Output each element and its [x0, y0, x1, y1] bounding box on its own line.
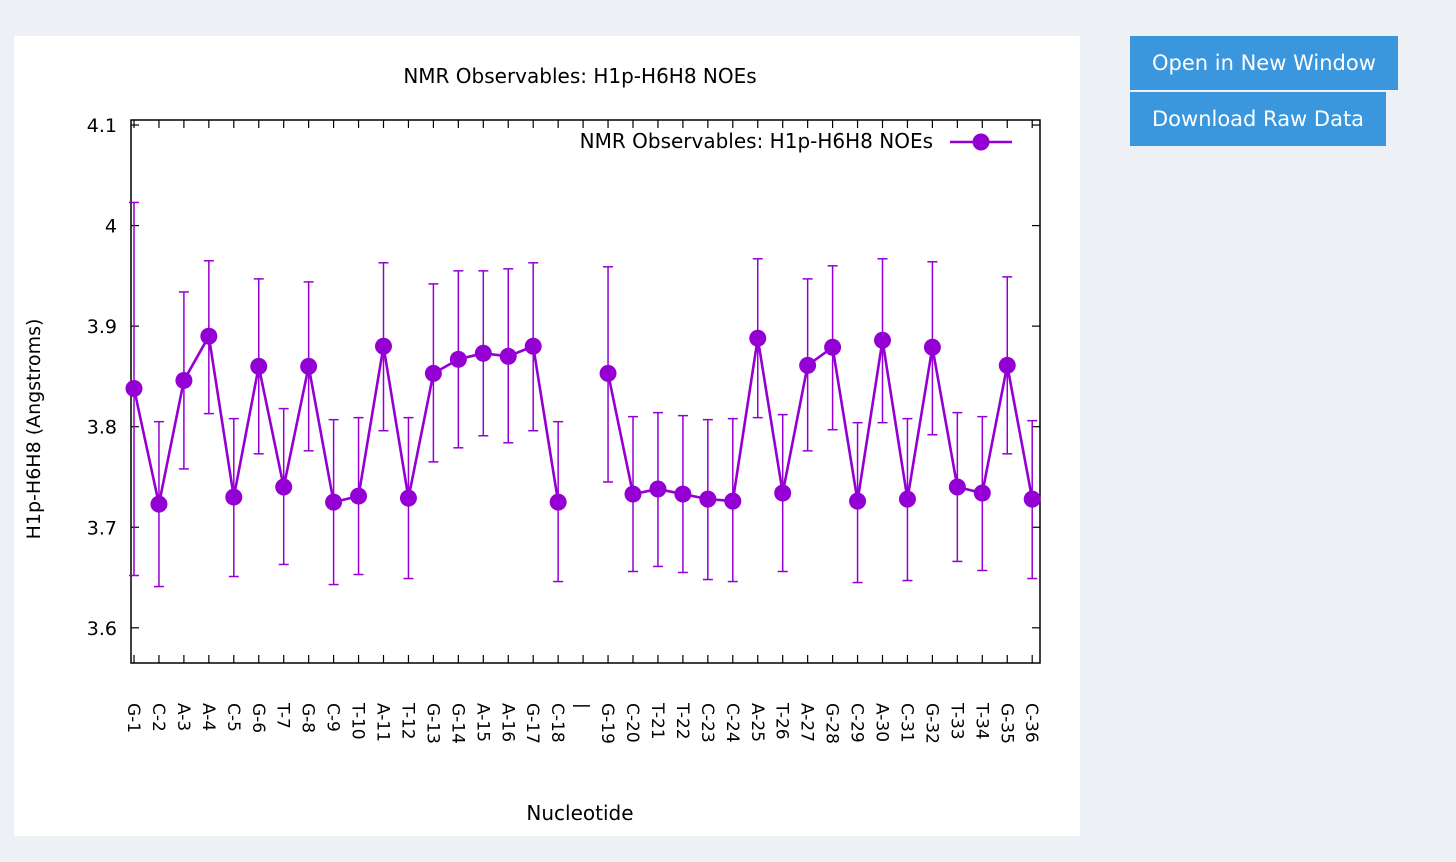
data-point — [474, 344, 492, 362]
x-tick-label: G-6 — [248, 703, 268, 733]
data-point — [699, 490, 717, 508]
x-tick-label: T-21 — [647, 702, 667, 740]
legend: NMR Observables: H1p-H6H8 NOEs — [580, 129, 1012, 153]
x-tick-label: A-16 — [497, 703, 517, 742]
x-tick-label: A-25 — [747, 703, 767, 742]
data-point — [449, 350, 467, 368]
x-tick-label: G-19 — [597, 703, 617, 744]
data-point — [175, 371, 193, 389]
chart-panel: NMR Observables: H1p-H6H8 NOEs H1p-H6H8 … — [14, 36, 1080, 836]
data-point — [150, 495, 168, 513]
legend-marker — [972, 133, 990, 151]
data-point — [300, 357, 318, 375]
download-raw-data-button[interactable]: Download Raw Data — [1130, 92, 1387, 146]
data-point — [275, 478, 293, 496]
plot-frame — [130, 119, 1041, 664]
data-point — [599, 364, 617, 382]
y-tick-label: 3.6 — [87, 618, 117, 640]
x-tick-label: G-32 — [921, 703, 941, 744]
data-point — [973, 484, 991, 502]
data-point — [674, 485, 692, 503]
x-tick-label: A-27 — [797, 703, 817, 742]
x-tick-label: A-11 — [373, 703, 393, 742]
data-point — [499, 347, 517, 365]
data-point — [824, 338, 842, 356]
data-point — [749, 329, 767, 347]
x-tick-label: T-34 — [971, 702, 991, 740]
x-tick-label: T-7 — [273, 702, 293, 729]
data-point — [998, 356, 1016, 374]
x-tick-label: T-10 — [348, 702, 368, 740]
x-tick-label: C-29 — [847, 703, 867, 743]
data-point — [250, 357, 268, 375]
x-tick-label: T-22 — [672, 702, 692, 740]
x-tick-label: C-20 — [622, 703, 642, 743]
data-point — [375, 337, 392, 355]
noe-chart: NMR Observables: H1p-H6H8 NOEs H1p-H6H8 … — [23, 64, 1041, 825]
x-tick-label: G-17 — [522, 703, 542, 744]
x-tick-label: A-3 — [173, 703, 193, 731]
data-point — [799, 356, 817, 374]
data-point — [225, 488, 243, 506]
x-tick-label: T-26 — [772, 702, 792, 740]
x-tick-label: G-28 — [822, 703, 842, 744]
open-in-new-window-button[interactable]: Open in New Window — [1130, 36, 1398, 90]
y-tick-label: 4 — [105, 216, 117, 238]
y-tick-label: 3.8 — [87, 417, 117, 439]
data-point — [424, 364, 442, 382]
data-point — [399, 489, 417, 507]
data-point — [549, 493, 567, 511]
x-tick-label: C-24 — [722, 703, 742, 743]
data-point — [325, 493, 343, 511]
y-tick-label: 3.9 — [87, 316, 117, 338]
x-tick-label: C-2 — [148, 703, 168, 732]
x-axis-label: Nucleotide — [526, 801, 633, 825]
x-tick-label: G-1 — [123, 703, 143, 733]
y-tick-label: 3.7 — [87, 517, 117, 539]
x-tick-label: C-23 — [697, 703, 717, 743]
x-tick-label: C-5 — [223, 703, 243, 732]
data-point — [624, 485, 642, 503]
x-tick-label: G-13 — [422, 703, 442, 744]
x-tick-label: G-8 — [298, 703, 318, 733]
x-tick-label: T-33 — [946, 702, 966, 740]
series-line — [132, 334, 560, 506]
y-tick-label: 4.1 — [87, 115, 117, 137]
data-point — [524, 337, 542, 355]
data-point — [774, 484, 792, 502]
data-point — [350, 487, 368, 505]
series-line — [606, 336, 1034, 503]
x-tick-label: A-4 — [198, 703, 218, 731]
data-point — [125, 379, 143, 397]
data-point — [874, 331, 891, 349]
data-point — [200, 327, 218, 345]
legend-label: NMR Observables: H1p-H6H8 NOEs — [580, 129, 933, 153]
data-point — [923, 338, 941, 356]
x-tick-label: C-31 — [896, 703, 916, 743]
chart-title: NMR Observables: H1p-H6H8 NOEs — [403, 64, 756, 88]
x-tick-label: G-35 — [996, 703, 1016, 744]
data-point — [649, 480, 667, 498]
x-tick-label: C-9 — [323, 703, 343, 732]
data-point — [948, 478, 966, 496]
data-point — [724, 492, 742, 510]
x-tick-label: C-36 — [1021, 703, 1041, 743]
x-tick-label: A-30 — [872, 703, 892, 742]
x-tick-label: A-15 — [472, 703, 492, 742]
x-tick-label: G-14 — [447, 703, 467, 744]
data-point — [1023, 490, 1041, 508]
y-axis-label: H1p-H6H8 (Angstroms) — [23, 319, 45, 540]
x-tick-label: C-18 — [547, 703, 567, 743]
data-point — [898, 490, 916, 508]
x-tick-label: | — [572, 703, 592, 709]
data-point — [849, 492, 867, 510]
x-tick-label: T-12 — [397, 702, 417, 740]
